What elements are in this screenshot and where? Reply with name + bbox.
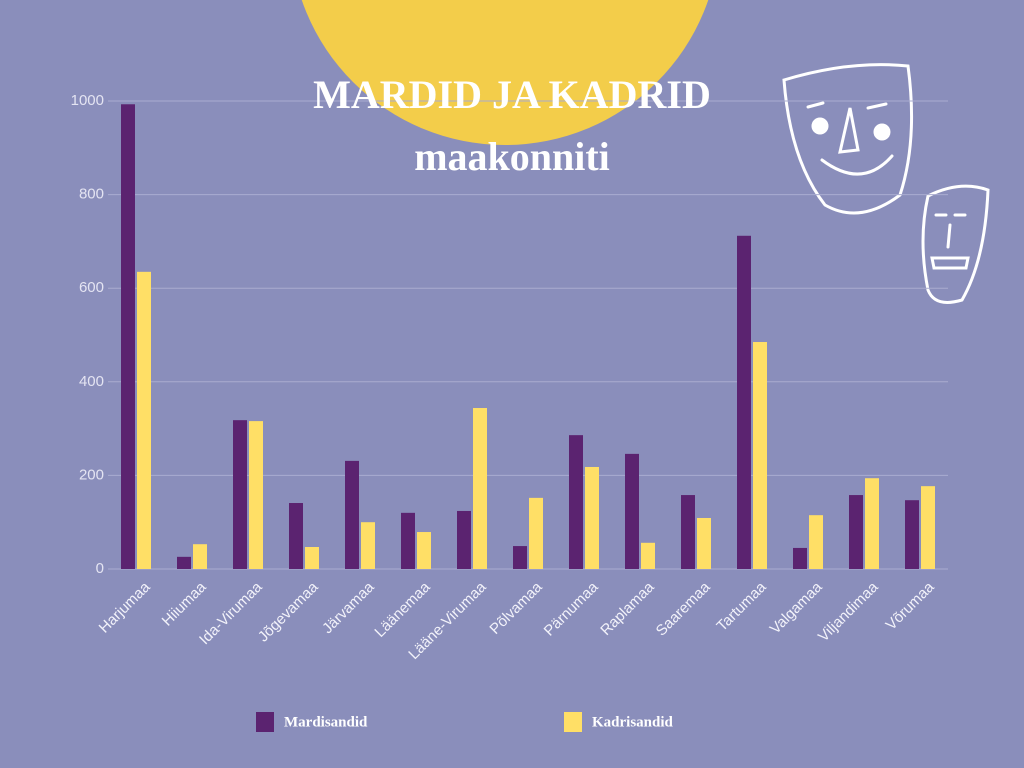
y-tick-label: 400 (79, 373, 104, 390)
y-tick-label: 200 (79, 466, 104, 483)
bar (625, 453, 639, 569)
bar (513, 546, 527, 569)
bar (121, 104, 135, 569)
bar (865, 478, 879, 569)
bar (345, 460, 359, 569)
bar (905, 500, 919, 569)
bar (137, 271, 151, 569)
legend-label: Mardisandid (284, 714, 368, 730)
bar (177, 556, 191, 569)
y-tick-label: 1000 (71, 92, 104, 109)
y-tick-label: 600 (79, 279, 104, 296)
bar (641, 542, 655, 569)
bar (793, 547, 807, 569)
bar (681, 495, 695, 569)
bar (233, 420, 247, 569)
legend-label: Kadrisandid (592, 714, 674, 730)
x-tick-label: Järvamaa (319, 578, 378, 637)
mask-decoration (782, 63, 990, 304)
x-tick-label: Jõgevamaa (255, 578, 322, 645)
x-tick-label: Põlvamaa (486, 578, 546, 638)
bar (569, 435, 583, 569)
bar (809, 515, 823, 569)
bar (417, 532, 431, 569)
bar (737, 235, 751, 569)
x-tick-label: Harjumaa (96, 578, 154, 636)
bar (401, 512, 415, 569)
bar (289, 503, 303, 569)
legend-swatch (564, 712, 582, 732)
x-tick-label: Valgamaa (767, 578, 826, 637)
bar (249, 421, 263, 569)
bar (193, 544, 207, 569)
bar (753, 342, 767, 569)
bar (457, 510, 471, 569)
y-tick-label: 800 (79, 186, 104, 203)
chart-title: MARDID JA KADRID maakonniti (313, 72, 711, 179)
x-tick-label: Pärnumaa (541, 578, 602, 639)
sun-decoration (301, 0, 709, 145)
bar (529, 497, 543, 569)
bar (473, 408, 487, 569)
x-tick-label: Saaremaa (653, 578, 714, 639)
x-tick-label: Võrumaa (883, 578, 939, 634)
y-tick-label: 0 (96, 560, 104, 577)
x-tick-label: Viljandimaa (815, 578, 882, 645)
bar (305, 547, 319, 569)
legend-swatch (256, 712, 274, 732)
bar (921, 486, 935, 569)
bar (849, 495, 863, 569)
x-tick-label: Tartumaa (713, 578, 770, 635)
x-tick-label: Hiiumaa (159, 578, 210, 629)
bar (361, 522, 375, 569)
x-tick-label: Raplamaa (597, 578, 658, 639)
bar (697, 517, 711, 569)
bar (585, 466, 599, 569)
